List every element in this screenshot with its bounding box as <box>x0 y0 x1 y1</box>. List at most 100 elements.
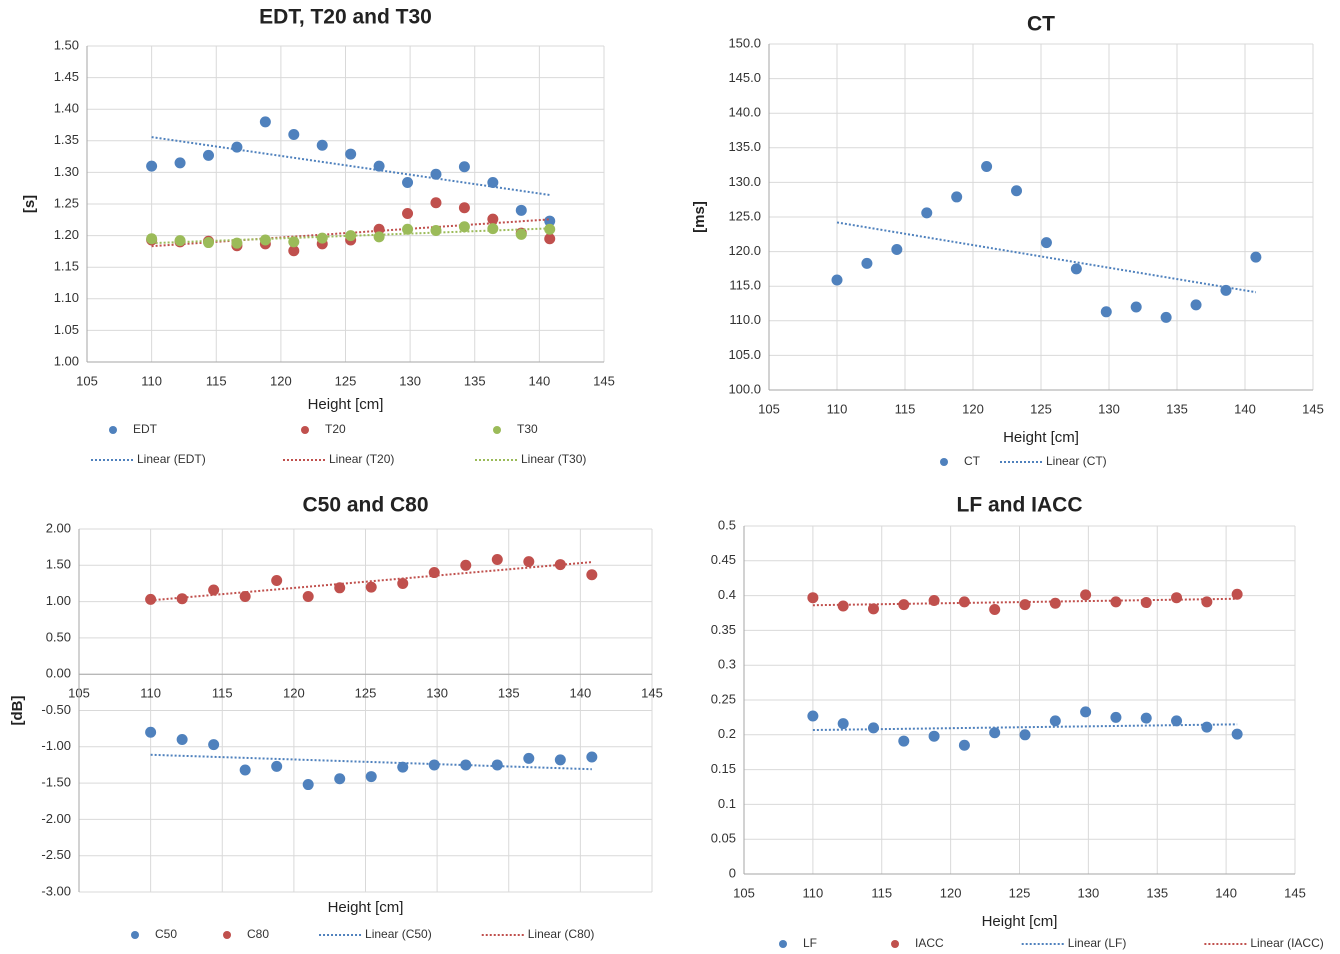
data-point <box>1019 599 1031 611</box>
legend-marker <box>493 426 501 434</box>
y-tick-label: 0.2 <box>718 726 736 741</box>
data-point <box>208 739 220 751</box>
data-point <box>1049 715 1061 727</box>
chart-title: C50 and C80 <box>302 494 428 517</box>
legend-label: IACC <box>915 936 944 950</box>
data-point <box>239 764 251 776</box>
data-point <box>586 751 598 763</box>
data-point <box>430 225 442 237</box>
x-tick-label: 135 <box>1146 885 1168 900</box>
data-point <box>891 244 903 256</box>
data-point <box>554 754 566 766</box>
data-point <box>1160 311 1172 323</box>
y-tick-label: 145.0 <box>728 70 761 85</box>
data-point <box>807 592 819 604</box>
data-point <box>544 233 556 245</box>
chart: C50 and C80 -3.00 -2.50 -2.00 -1.50 -1.00 -0.5… <box>9 494 663 942</box>
data-point <box>515 228 527 240</box>
data-point <box>397 761 409 773</box>
x-tick-label: 140 <box>570 686 592 701</box>
data-point <box>1140 597 1152 609</box>
trendline <box>812 723 1238 732</box>
y-tick-label: 0.1 <box>718 796 736 811</box>
data-point <box>1201 596 1213 608</box>
y-tick-label: 100.0 <box>728 381 761 396</box>
data-point <box>1140 712 1152 724</box>
x-tick-label: 135 <box>498 686 520 701</box>
x-tick-label: 135 <box>1166 401 1188 416</box>
x-axis-label: Height [cm] <box>982 913 1058 930</box>
trendline <box>812 597 1238 607</box>
y-tick-label: 0.15 <box>711 761 736 776</box>
data-point <box>402 177 414 189</box>
y-tick-label: -3.00 <box>41 883 71 898</box>
x-tick-label: 140 <box>1215 885 1237 900</box>
data-point <box>259 234 271 246</box>
y-tick-label: 1.20 <box>54 227 79 242</box>
data-point <box>373 160 385 172</box>
y-tick-label: 1.50 <box>54 37 79 52</box>
data-point <box>487 213 499 225</box>
data-point <box>867 722 879 734</box>
y-tick-label: 1.05 <box>54 322 79 337</box>
y-axis-label: [dB] <box>9 696 26 726</box>
data-point <box>271 760 283 772</box>
x-tick-label: 115 <box>871 885 892 900</box>
data-point <box>402 207 414 219</box>
data-point <box>989 604 1001 616</box>
data-point <box>831 274 843 286</box>
y-tick-label: 0.4 <box>718 587 736 602</box>
y-tick-label: 1.00 <box>46 593 71 608</box>
x-tick-label: 130 <box>399 373 421 388</box>
y-tick-label: 1.30 <box>54 164 79 179</box>
legend-marker <box>940 458 948 466</box>
x-tick-label: 140 <box>529 373 551 388</box>
legend-label: Linear (EDT) <box>137 452 206 466</box>
y-tick-label: 0.05 <box>711 831 736 846</box>
y-tick-label: -2.00 <box>41 811 71 826</box>
data-point <box>1049 597 1061 609</box>
data-point <box>1040 237 1052 249</box>
data-point <box>1080 706 1092 718</box>
data-point <box>837 600 849 612</box>
x-tick-label: 105 <box>76 373 98 388</box>
legend-label: Linear (CT) <box>1046 454 1107 468</box>
data-point <box>867 603 879 615</box>
y-tick-label: 1.00 <box>54 353 79 368</box>
data-point <box>259 116 271 128</box>
y-tick-label: 1.40 <box>54 101 79 116</box>
data-point <box>1171 715 1183 727</box>
data-point <box>316 232 328 244</box>
y-tick-label: 1.25 <box>54 195 79 210</box>
data-point <box>334 582 346 594</box>
data-point <box>174 157 186 169</box>
x-tick-label: 120 <box>962 401 984 416</box>
data-point <box>397 577 409 589</box>
data-point <box>523 556 535 568</box>
data-point <box>837 718 849 730</box>
data-point <box>928 730 940 742</box>
x-tick-label: 145 <box>1284 885 1306 900</box>
x-tick-label: 110 <box>827 401 848 416</box>
data-point <box>807 710 819 722</box>
x-axis-label: Height [cm] <box>328 899 404 916</box>
data-point <box>271 575 283 587</box>
data-point <box>1231 588 1243 600</box>
data-point <box>1130 301 1142 313</box>
data-point <box>1080 589 1092 601</box>
y-tick-label: 0.35 <box>711 622 736 637</box>
x-tick-label: 130 <box>1098 401 1120 416</box>
data-point <box>1171 592 1183 604</box>
data-point <box>288 128 300 140</box>
data-point <box>958 596 970 608</box>
chart-title: LF and IACC <box>957 494 1083 517</box>
legend-label: C50 <box>155 927 177 941</box>
data-point <box>544 223 556 235</box>
data-point <box>951 191 963 203</box>
data-point <box>334 773 346 785</box>
data-point <box>1070 263 1082 275</box>
data-point <box>430 168 442 180</box>
x-tick-label: 130 <box>426 686 448 701</box>
legend-label: Linear (T30) <box>521 452 586 466</box>
data-point <box>208 584 220 596</box>
